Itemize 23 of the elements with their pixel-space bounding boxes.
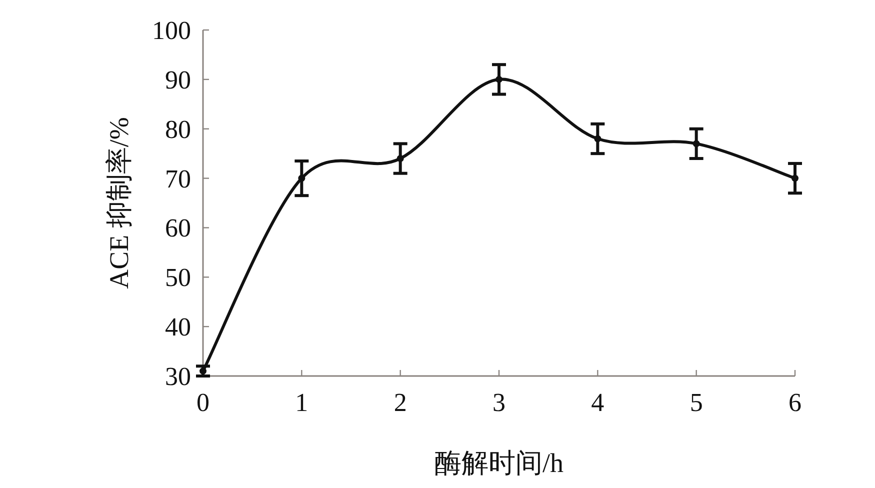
x-tick-label: 6: [788, 388, 802, 417]
y-tick-label: 90: [165, 65, 191, 94]
y-tick-label: 50: [165, 263, 191, 292]
y-axis-title: ACE 抑制率/%: [104, 117, 134, 289]
x-tick-label: 4: [591, 388, 604, 417]
y-tick-label: 80: [165, 114, 191, 144]
point: [692, 140, 700, 148]
point: [496, 76, 502, 83]
x-tick-label: 2: [394, 388, 407, 417]
point: [594, 135, 602, 142]
point: [792, 174, 798, 182]
y-tick-label: 30: [165, 362, 191, 391]
x-tick-label: 5: [690, 388, 703, 417]
x-tick-label: 0: [196, 388, 210, 417]
y-tick-label: 70: [165, 164, 191, 194]
x-tick-label: 3: [492, 388, 506, 417]
y-tick-label: 60: [165, 214, 191, 243]
y-tick-label: 40: [165, 312, 191, 342]
point: [298, 174, 306, 182]
x-axis-title: 酶解时间/h: [434, 448, 564, 478]
y-tick-label: 100: [152, 16, 191, 45]
point: [396, 155, 404, 162]
x-tick-label: 1: [295, 388, 308, 417]
